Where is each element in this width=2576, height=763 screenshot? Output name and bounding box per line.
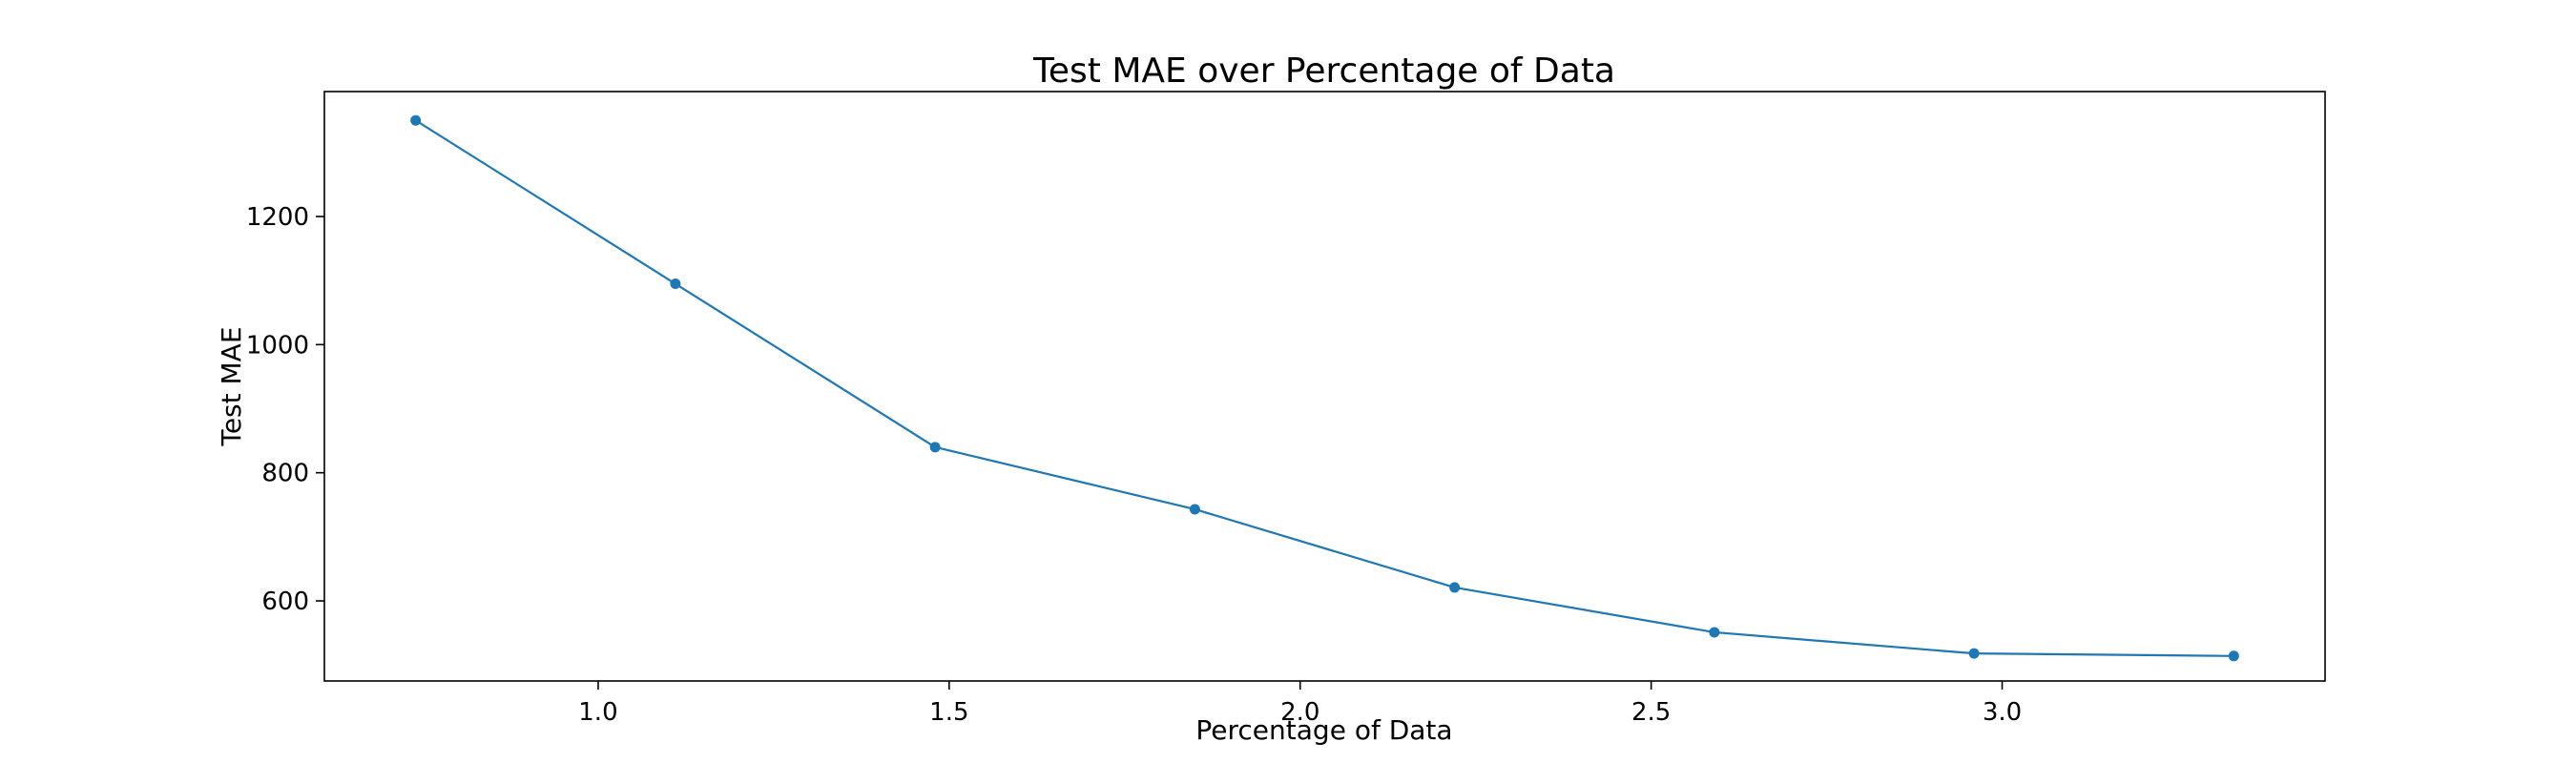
x-tick-label: 1.5 xyxy=(929,698,968,727)
data-point xyxy=(929,442,941,453)
plot-area: 1.0 1.5 2.0 2.5 3.0 600 800 1000 1200 xyxy=(246,114,2239,727)
y-tick-label: 800 xyxy=(261,460,309,488)
x-axis-label: Percentage of Data xyxy=(1195,714,1452,746)
y-axis-label: Test MAE xyxy=(216,326,247,446)
y-tick-label: 1000 xyxy=(246,331,309,360)
x-tick-label: 2.0 xyxy=(1280,698,1319,727)
x-tick-label: 2.5 xyxy=(1631,698,1671,727)
x-tick-label: 1.0 xyxy=(578,698,617,727)
data-point xyxy=(2228,650,2239,662)
y-tick-label: 600 xyxy=(261,588,309,616)
chart-title: Test MAE over Percentage of Data xyxy=(1032,52,1615,91)
x-tick-label: 3.0 xyxy=(1983,698,2022,727)
data-point xyxy=(1449,582,1461,593)
plot-frame xyxy=(323,91,2326,682)
data-point xyxy=(670,278,681,290)
data-point xyxy=(1189,504,1200,515)
y-tick-label: 1200 xyxy=(246,203,309,232)
series-line xyxy=(415,119,2234,657)
data-point xyxy=(410,114,422,126)
data-point xyxy=(1968,648,1980,659)
data-point xyxy=(1709,627,1720,638)
